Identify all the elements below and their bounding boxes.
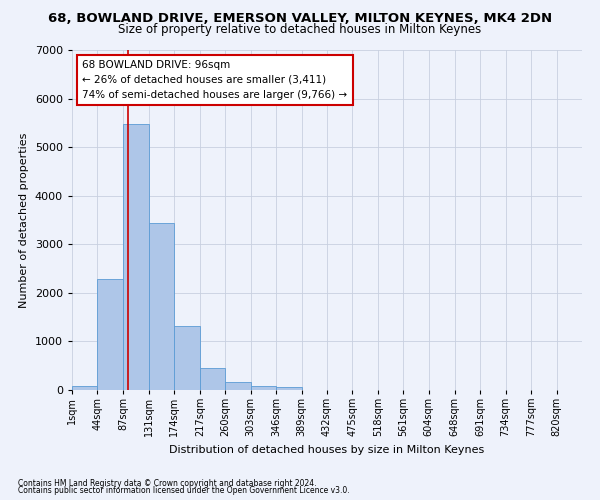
Bar — [276, 388, 302, 390]
Bar — [251, 386, 276, 390]
Bar — [200, 368, 225, 390]
X-axis label: Distribution of detached houses by size in Milton Keynes: Distribution of detached houses by size … — [169, 445, 485, 455]
Bar — [72, 386, 97, 390]
Text: 68 BOWLAND DRIVE: 96sqm
← 26% of detached houses are smaller (3,411)
74% of semi: 68 BOWLAND DRIVE: 96sqm ← 26% of detache… — [82, 60, 347, 100]
Bar — [123, 124, 149, 390]
Text: Contains public sector information licensed under the Open Government Licence v3: Contains public sector information licen… — [18, 486, 350, 495]
Bar — [149, 223, 175, 390]
Text: 68, BOWLAND DRIVE, EMERSON VALLEY, MILTON KEYNES, MK4 2DN: 68, BOWLAND DRIVE, EMERSON VALLEY, MILTO… — [48, 12, 552, 26]
Bar — [97, 280, 123, 390]
Bar — [225, 382, 251, 390]
Text: Size of property relative to detached houses in Milton Keynes: Size of property relative to detached ho… — [118, 22, 482, 36]
Y-axis label: Number of detached properties: Number of detached properties — [19, 132, 29, 308]
Bar — [175, 326, 200, 390]
Text: Contains HM Land Registry data © Crown copyright and database right 2024.: Contains HM Land Registry data © Crown c… — [18, 478, 317, 488]
